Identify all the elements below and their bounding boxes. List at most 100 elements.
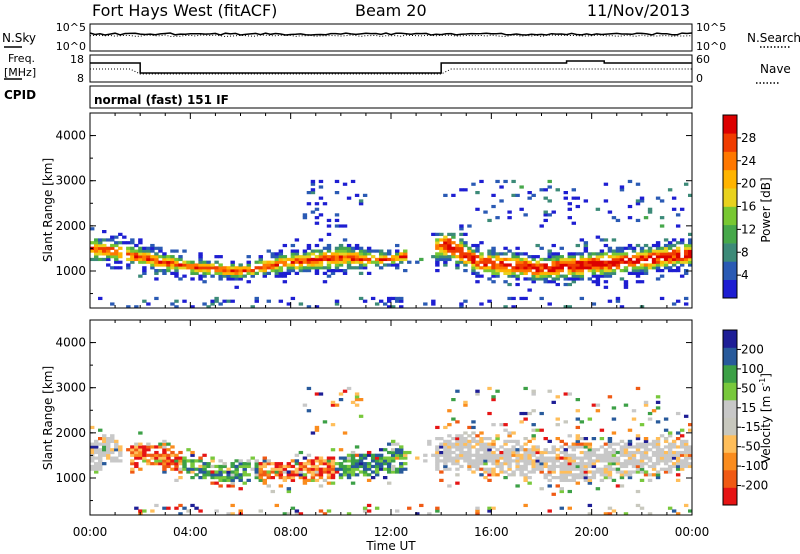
velocity-cell — [539, 456, 544, 460]
power-cell — [599, 263, 605, 267]
velocity-cell — [575, 456, 581, 460]
velocity-cell — [330, 456, 336, 460]
velocity-cell — [374, 462, 380, 466]
power-cell — [443, 246, 448, 250]
velocity-cell — [523, 476, 528, 480]
velocity-cell — [567, 467, 572, 471]
velocity-cell — [627, 473, 633, 477]
velocity-cell — [675, 445, 681, 449]
power-cell — [507, 249, 512, 253]
velocity-cell — [599, 473, 605, 477]
power-cell — [603, 252, 609, 256]
velocity-cell — [599, 453, 605, 457]
velocity-cell — [382, 459, 388, 463]
power-cell — [322, 280, 328, 284]
power-cell — [258, 269, 263, 273]
power-cell — [627, 271, 633, 275]
power-cell — [679, 274, 685, 278]
power-cell — [523, 263, 528, 267]
velocity-cell — [679, 459, 685, 463]
power-cell — [687, 238, 693, 242]
velocity-cell — [603, 470, 609, 474]
velocity-cell — [535, 448, 540, 452]
velocity-cell — [138, 450, 143, 455]
power-cell — [166, 255, 171, 259]
velocity-cell — [166, 442, 171, 446]
velocity-cell — [567, 392, 572, 396]
velocity-cell — [667, 467, 673, 471]
power-cell — [655, 241, 661, 245]
velocity-cell — [278, 484, 284, 488]
power-cell — [651, 249, 657, 253]
velocity-cell — [310, 470, 316, 474]
velocity-cell — [270, 476, 276, 480]
velocity-cell — [370, 476, 376, 480]
velocity-cell — [615, 450, 621, 455]
power-cell — [607, 269, 613, 273]
velocity-cell — [186, 448, 191, 452]
power-cell — [138, 238, 143, 242]
velocity-cell — [591, 403, 597, 407]
velocity-cell — [94, 456, 99, 460]
power-cell — [150, 243, 155, 248]
velocity-cell — [563, 476, 568, 480]
power-cell — [94, 243, 99, 248]
power-cell — [270, 263, 276, 267]
velocity-cell — [631, 459, 637, 463]
power-cell — [130, 255, 135, 259]
velocity-cell — [627, 445, 633, 449]
velocity-cell — [94, 439, 99, 443]
power-cell — [214, 296, 219, 301]
velocity-cell — [639, 445, 645, 449]
velocity-cell — [583, 467, 589, 471]
power-cell — [575, 274, 581, 278]
power-cell — [655, 243, 661, 248]
velocity-cell — [487, 456, 492, 460]
power-cell — [118, 266, 123, 270]
velocity-cell — [374, 464, 380, 469]
velocity-cell — [619, 484, 625, 488]
power-cell — [471, 255, 476, 259]
velocity-cell — [399, 445, 404, 449]
power-cell — [563, 196, 568, 200]
power-cell — [499, 185, 504, 189]
power-cell — [382, 263, 388, 267]
power-cell — [671, 196, 677, 200]
velocity-cell — [511, 445, 516, 449]
velocity-cell — [635, 450, 641, 455]
velocity-cell — [162, 442, 167, 446]
velocity-cell — [567, 459, 572, 463]
velocity-cell — [675, 512, 681, 516]
power-cell — [547, 179, 552, 184]
power-cell — [218, 255, 223, 259]
power-cell — [170, 255, 175, 259]
velocity-cell — [451, 450, 456, 455]
velocity-cell — [254, 459, 259, 463]
power-cell — [471, 271, 476, 275]
power-cell — [567, 257, 572, 262]
power-cell — [567, 255, 572, 259]
power-cell — [623, 252, 629, 256]
power-cell — [587, 266, 593, 270]
velocity-cell — [467, 467, 472, 471]
velocity-cell — [655, 473, 661, 477]
velocity-cell — [154, 459, 159, 463]
velocity-cell — [623, 448, 629, 452]
velocity-cell — [559, 470, 564, 474]
velocity-cell — [342, 467, 348, 471]
power-cell — [170, 266, 175, 270]
velocity-cell — [238, 487, 243, 491]
velocity-cell — [222, 462, 227, 466]
power-cell — [615, 260, 621, 264]
power-cell — [627, 257, 633, 262]
power-cell — [342, 182, 348, 186]
power-cell — [318, 266, 324, 270]
velocity-cell — [378, 448, 384, 452]
velocity-cell — [178, 476, 183, 480]
power-cell — [118, 232, 123, 236]
power-cell — [395, 252, 400, 256]
power-cell — [671, 302, 677, 306]
power-cell — [495, 252, 500, 256]
power-cell — [126, 246, 131, 250]
